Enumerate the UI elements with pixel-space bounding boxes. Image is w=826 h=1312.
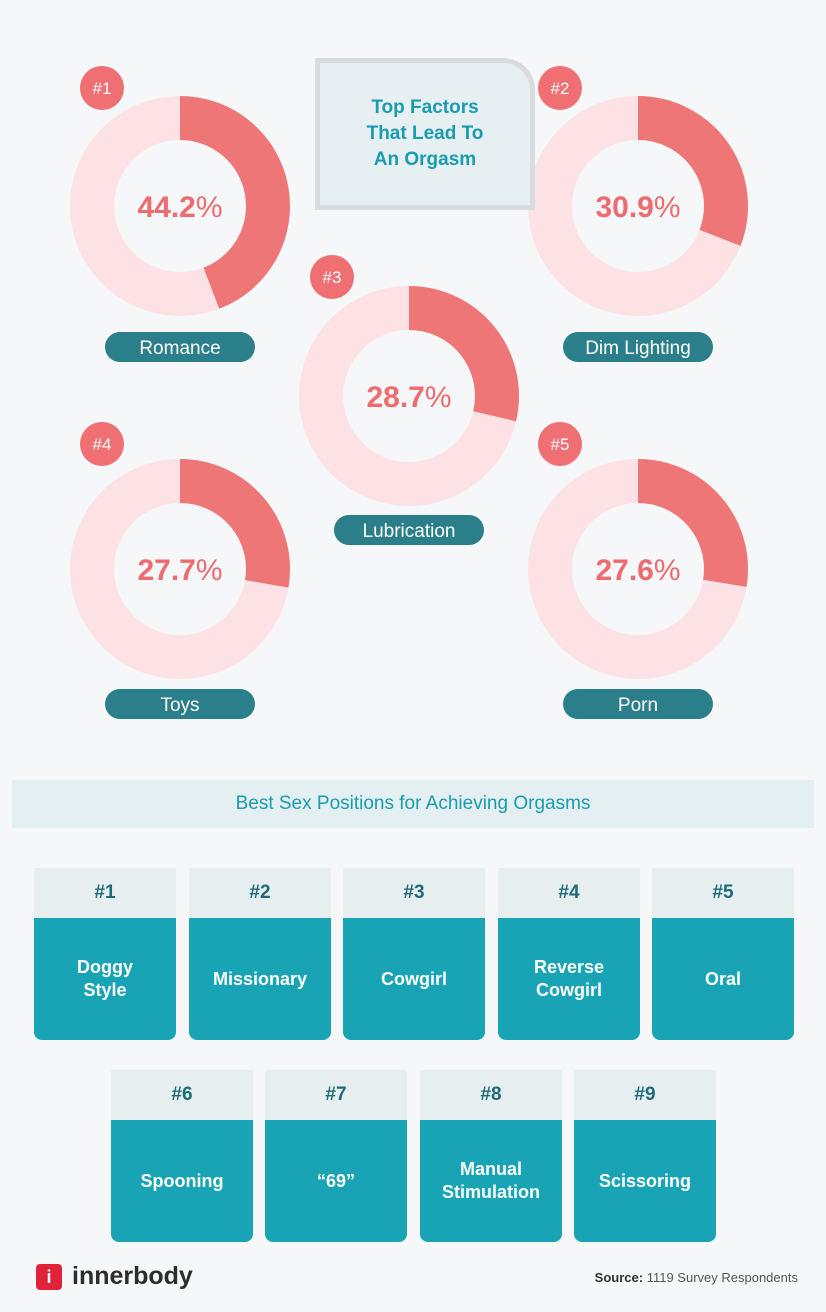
label-pill [563,332,713,362]
percent-label: 30.9% [595,191,680,224]
donut-arc [637,459,748,587]
position-card: #8 Manual Stimulation [420,1070,562,1242]
rank-label: #3 [323,268,342,287]
rank-label: #4 [93,435,112,454]
rank-badge [538,66,582,110]
rank-badge [80,66,124,110]
position-card: #9 Scissoring [574,1070,716,1242]
position-card: #2 Missionary [189,868,331,1040]
percent-sign: % [196,554,223,587]
percent-label: 44.2% [137,191,222,224]
position-label-area: Reverse Cowgirl [498,918,640,1040]
factor-label: Romance [139,338,220,359]
position-label: “69” [316,1170,356,1191]
position-rank: #9 [574,1070,716,1120]
position-rank: #5 [652,868,794,918]
percent-label: 28.7% [366,381,451,414]
factor-label: Toys [160,695,199,716]
donut-charts: 44.2% #1 Romance 30.9% #2 Dim Lighting 28.7% #3… [70,66,748,719]
position-card: #4 Reverse Cowgirl [498,868,640,1040]
percent-label: 27.6% [595,554,680,587]
percent-value: 44.2 [137,191,195,224]
percent-sign: % [425,381,452,414]
position-card: #6 Spooning [111,1070,253,1242]
donut-arc [179,459,290,588]
position-label-area: Spooning [111,1120,253,1242]
source-label: Source: [594,1270,644,1285]
source-text: 1119 Survey Respondents [646,1270,798,1285]
position-card: #3 Cowgirl [343,868,485,1040]
position-label-area: Manual Stimulation [420,1120,562,1242]
donut-arc [179,96,290,309]
percent-value: 27.6 [595,554,653,587]
percent-value: 30.9 [595,191,653,224]
position-label: Doggy Style [77,957,133,1000]
position-rank: #4 [498,868,640,918]
position-rank: #1 [34,868,176,918]
position-label: Scissoring [598,1170,692,1191]
logo-icon: i [36,1264,62,1290]
position-card: #5 Oral [652,868,794,1040]
donut-arc [408,286,519,422]
label-pill [105,332,255,362]
position-rank: #7 [265,1070,407,1120]
position-label-area: Oral [652,918,794,1040]
factor-label: Porn [618,695,658,716]
position-label: Oral [704,968,742,989]
source: Source: 1119 Survey Respondents [595,1270,798,1285]
position-label-area: “69” [265,1120,407,1242]
title: Top Factors That Lead To An Orgasm [366,97,484,170]
position-rank: #8 [420,1070,562,1120]
position-card: #1 Doggy Style [34,868,176,1040]
position-label: Cowgirl [381,968,447,989]
rank-label: #2 [551,79,570,98]
label-pill [334,515,484,545]
position-label-area: Cowgirl [343,918,485,1040]
percent-sign: % [654,191,681,224]
rank-label: #5 [551,435,570,454]
position-label-area: Scissoring [574,1120,716,1242]
positions-banner: Best Sex Positions for Achieving Orgasms [12,780,814,828]
position-label-area: Doggy Style [34,918,176,1040]
position-rank: #3 [343,868,485,918]
label-pill [563,689,713,719]
brand: innerbody [72,1262,193,1290]
rank-badge [310,255,354,299]
position-label: Manual Stimulation [442,1159,540,1202]
rank-label: #1 [93,79,112,98]
position-rank: #6 [111,1070,253,1120]
donut-arc [637,96,748,246]
position-label: Missionary [212,968,308,989]
factor-label: Lubrication [363,521,456,542]
title-box: Top Factors That Lead To An Orgasm [315,58,535,210]
factor-label: Dim Lighting [585,338,691,359]
position-rank: #2 [189,868,331,918]
label-pill [105,689,255,719]
percent-value: 27.7 [137,554,195,587]
percent-sign: % [196,191,223,224]
position-card: #7 “69” [265,1070,407,1242]
percent-sign: % [654,554,681,587]
rank-badge [80,422,124,466]
position-label: Reverse Cowgirl [533,957,605,1000]
percent-value: 28.7 [366,381,424,414]
percent-label: 27.7% [137,554,222,587]
rank-badge [538,422,582,466]
position-label-area: Missionary [189,918,331,1040]
position-label: Spooning [140,1170,224,1191]
